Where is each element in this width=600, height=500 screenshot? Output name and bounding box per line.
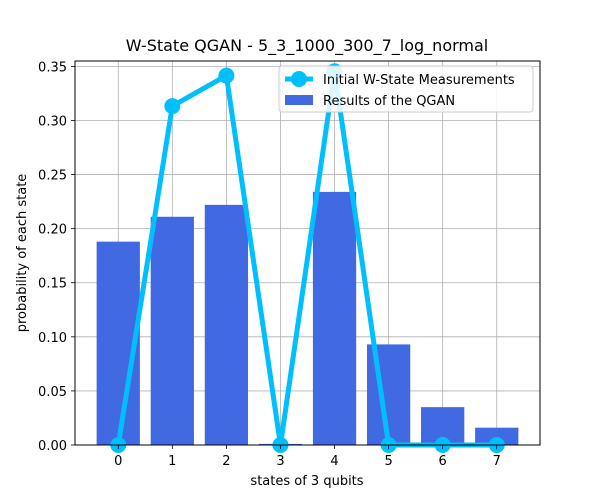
x-tick-label: 5	[384, 454, 392, 469]
x-tick-label: 0	[114, 454, 122, 469]
line-point	[218, 67, 235, 84]
x-tick-label: 4	[330, 454, 338, 469]
y-axis-label: probability of each state	[15, 174, 30, 333]
bar	[150, 216, 194, 445]
y-tick-label: 0.05	[38, 385, 67, 400]
x-tick-label: 2	[222, 454, 230, 469]
bar	[475, 427, 519, 445]
legend-line-marker	[291, 71, 307, 87]
y-tick-label: 0.15	[38, 277, 67, 292]
y-tick-label: 0.10	[38, 331, 67, 346]
y-tick-label: 0.25	[38, 169, 67, 184]
x-tick-label: 3	[276, 454, 284, 469]
legend-label-bar: Results of the QGAN	[323, 94, 455, 109]
legend-label-line: Initial W-State Measurements	[323, 73, 515, 88]
y-tick-label: 0.20	[38, 223, 67, 238]
line-point	[164, 98, 181, 115]
y-tick-label: 0.35	[38, 60, 67, 75]
x-tick-label: 7	[493, 454, 501, 469]
x-tick-label: 6	[439, 454, 447, 469]
bar-series	[96, 191, 519, 445]
x-axis-label: states of 3 qubits	[250, 474, 363, 489]
plot-frame	[74, 60, 541, 446]
legend: Initial W-State Measurements Results of …	[278, 65, 534, 113]
chart-title: W-State QGAN - 5_3_1000_300_7_log_normal	[126, 36, 488, 56]
x-axis: 0 1 2 3 4 5 6 7	[114, 445, 501, 469]
bar	[312, 191, 357, 445]
bar	[204, 204, 249, 445]
y-tick-label: 0.30	[38, 114, 67, 129]
y-tick-label: 0.00	[38, 439, 67, 454]
x-tick-label: 1	[168, 454, 176, 469]
y-axis: 0.00 0.05 0.10 0.15 0.20 0.25 0.30 0.35	[38, 60, 75, 454]
legend-bar-swatch	[285, 95, 313, 105]
legend-box	[278, 65, 534, 113]
plot-area: 0 1 2 3 4 5 6 7 0.00 0.05 0.10 0.15 0.20 0.25 0.30 0.3…	[38, 60, 541, 469]
